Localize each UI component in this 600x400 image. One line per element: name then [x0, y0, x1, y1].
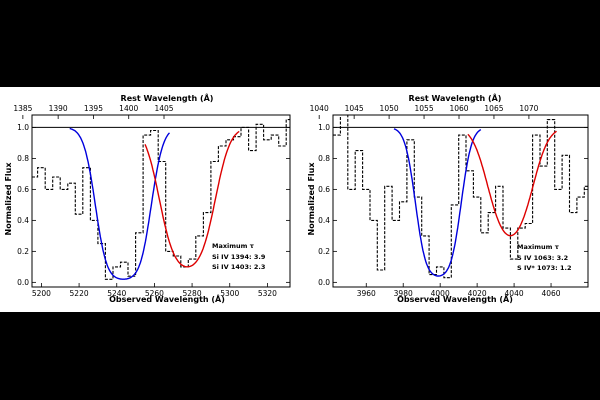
- left-y-title: Normalized Flux: [4, 162, 13, 236]
- right-y-title: Normalized Flux: [307, 162, 316, 236]
- right-x2-tick-label: 1045: [345, 104, 364, 113]
- right-y-tick-label: 0.6: [318, 185, 330, 194]
- left-y-tick-label: 1.0: [17, 123, 29, 132]
- left-x2-tick-label: 1405: [154, 104, 173, 113]
- right-x-tick-label: 3960: [357, 289, 376, 298]
- left-plot-frame: [31, 114, 291, 288]
- left-x2-axis: 13701375138013851390139514001405: [13, 104, 174, 119]
- right-x-axis: 3960 3980 4000 4020 4040 4060: [357, 283, 561, 298]
- right-x-tick-label: 4000: [431, 289, 450, 298]
- right-x2-tick-label: 1040: [310, 104, 329, 113]
- left-plot-area: [32, 119, 290, 280]
- left-x2-tick-label: 1390: [49, 104, 68, 113]
- right-x-tick-label: 4020: [468, 289, 487, 298]
- right-legend-entry-blue: S IV 1063: 3.2: [517, 254, 568, 262]
- left-x-tick-label: 5200: [32, 289, 51, 298]
- left-x-tick-label: 5320: [258, 289, 277, 298]
- right-x-tick-label: 3980: [394, 289, 413, 298]
- left-flux-spectrum: [32, 119, 290, 280]
- left-x-tick-label: 5280: [183, 289, 202, 298]
- left-model-line-2: [144, 130, 240, 268]
- left-y-tick-label: 0.2: [17, 247, 29, 256]
- right-y-tick-label: 1.0: [318, 123, 330, 132]
- right-x-title: Observed Wavelength (Å): [397, 294, 513, 304]
- left-chart: Rest Wavelength (Å) Observed Wavelength …: [4, 93, 291, 304]
- right-y-tick-label: 0.0: [318, 278, 330, 287]
- left-legend-title: Maximum τ: [212, 242, 254, 250]
- left-y-tick-label: 0.4: [17, 216, 29, 225]
- left-y-axis: 0.0 0.2 0.4 0.6 0.8 1.0: [17, 123, 290, 287]
- left-x-tick-label: 5260: [145, 289, 164, 298]
- left-x2-tick-label: 1385: [13, 104, 32, 113]
- right-x2-tick-label: 1065: [484, 104, 503, 113]
- left-legend-entry-red: Si IV 1403: 2.3: [212, 263, 265, 271]
- right-x2-tick-label: 1050: [380, 104, 399, 113]
- right-x-tick-label: 4040: [505, 289, 524, 298]
- right-legend: Maximum τ S IV 1063: 3.2 S IV* 1073: 1.2: [517, 243, 572, 272]
- left-x2-tick-label: 1395: [84, 104, 103, 113]
- left-y-tick-label: 0.0: [17, 278, 29, 287]
- right-x-tick-label: 4060: [541, 289, 560, 298]
- left-x2-tick-label: 1400: [119, 104, 138, 113]
- left-y-tick-label: 0.8: [17, 154, 29, 163]
- right-x2-tick-label: 1070: [519, 104, 538, 113]
- white-band: [0, 87, 600, 312]
- left-x-tick-label: 5300: [220, 289, 239, 298]
- left-x2-title: Rest Wavelength (Å): [121, 93, 214, 103]
- right-y-tick-label: 0.4: [318, 216, 330, 225]
- right-plot-area: [333, 115, 588, 279]
- right-x2-tick-label: 1060: [449, 104, 468, 113]
- right-legend-entry-red: S IV* 1073: 1.2: [517, 264, 572, 272]
- right-flux-spectrum: [333, 115, 588, 279]
- right-x2-axis: 1040 1045 1050 1055 1060 1065 1070: [310, 104, 539, 119]
- left-legend-entry-blue: Si IV 1394: 3.9: [212, 253, 266, 261]
- left-x-axis: 5200 5220 5240 5260 5280 5300 5320: [32, 283, 277, 298]
- left-x-tick-label: 5240: [107, 289, 126, 298]
- right-y-tick-label: 0.8: [318, 154, 330, 163]
- right-model-line-2: [467, 130, 557, 237]
- left-legend: Maximum τ Si IV 1394: 3.9 Si IV 1403: 2.…: [212, 242, 266, 271]
- right-model-line-1: [393, 128, 482, 277]
- right-y-tick-label: 0.2: [318, 247, 330, 256]
- right-x2-tick-label: 1055: [415, 104, 434, 113]
- left-x-tick-label: 5220: [70, 289, 89, 298]
- right-plot-frame: [332, 114, 589, 288]
- left-y-tick-label: 0.6: [17, 185, 29, 194]
- left-model-line-1: [69, 127, 170, 280]
- right-legend-title: Maximum τ: [517, 243, 559, 251]
- right-chart: Rest Wavelength (Å) Observed Wavelength …: [307, 93, 589, 304]
- left-x-title: Observed Wavelength (Å): [109, 294, 225, 304]
- right-x2-title: Rest Wavelength (Å): [409, 93, 502, 103]
